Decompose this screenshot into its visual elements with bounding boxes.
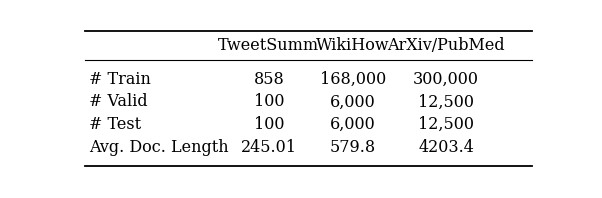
Text: 168,000: 168,000 — [320, 71, 386, 88]
Text: 579.8: 579.8 — [330, 139, 376, 156]
Text: 245.01: 245.01 — [241, 139, 297, 156]
Text: 6,000: 6,000 — [330, 116, 376, 133]
Text: 12,500: 12,500 — [418, 93, 474, 110]
Text: TweetSumm: TweetSumm — [219, 37, 320, 54]
Text: 300,000: 300,000 — [413, 71, 479, 88]
Text: # Valid: # Valid — [89, 93, 148, 110]
Text: 12,500: 12,500 — [418, 116, 474, 133]
Text: # Test: # Test — [89, 116, 141, 133]
Text: 100: 100 — [253, 116, 284, 133]
Text: 100: 100 — [253, 93, 284, 110]
Text: ArXiv/PubMed: ArXiv/PubMed — [387, 37, 505, 54]
Text: 4203.4: 4203.4 — [418, 139, 474, 156]
Text: WikiHow: WikiHow — [316, 37, 389, 54]
Text: # Train: # Train — [89, 71, 151, 88]
Text: 858: 858 — [253, 71, 284, 88]
Text: Avg. Doc. Length: Avg. Doc. Length — [89, 139, 229, 156]
Text: 6,000: 6,000 — [330, 93, 376, 110]
